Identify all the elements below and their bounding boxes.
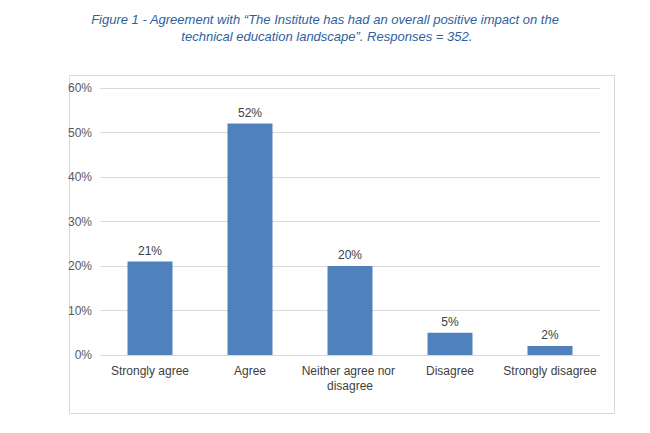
svg-text:52%: 52% — [238, 106, 262, 120]
svg-text:50%: 50% — [68, 126, 92, 140]
svg-text:0%: 0% — [75, 348, 93, 362]
svg-text:20%: 20% — [338, 248, 362, 262]
svg-text:Disagree: Disagree — [426, 364, 474, 378]
svg-text:21%: 21% — [138, 244, 162, 258]
svg-text:Figure 1 - Agreement with “The: Figure 1 - Agreement with “The Institute… — [91, 12, 559, 27]
svg-text:60%: 60% — [68, 81, 92, 95]
svg-text:30%: 30% — [68, 215, 92, 229]
svg-text:40%: 40% — [68, 170, 92, 184]
svg-text:Strongly agree: Strongly agree — [111, 364, 189, 378]
svg-text:Agree: Agree — [234, 364, 266, 378]
svg-text:technical education landscape”: technical education landscape”. Response… — [178, 29, 473, 44]
svg-text:10%: 10% — [68, 304, 92, 318]
svg-text:Strongly disagree: Strongly disagree — [503, 364, 597, 378]
svg-text:disagree: disagree — [327, 379, 373, 393]
svg-text:2%: 2% — [541, 328, 559, 342]
svg-text:20%: 20% — [68, 259, 92, 273]
svg-text:Neither agree nor: Neither agree nor — [302, 364, 399, 378]
svg-text:5%: 5% — [441, 315, 459, 329]
